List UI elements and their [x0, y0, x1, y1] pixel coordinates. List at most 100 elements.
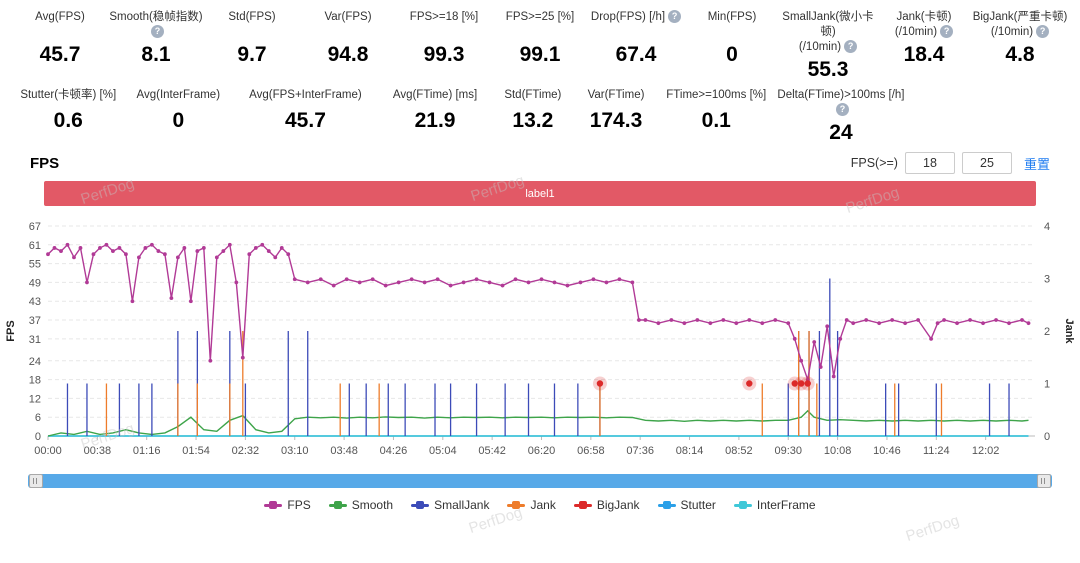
x-tick: 00:00: [34, 445, 62, 457]
scrollbar-track[interactable]: [28, 474, 1052, 488]
fps-threshold-input-1[interactable]: [904, 152, 955, 174]
stat-r2-cell-2: Avg(FPS+InterFrame) 45.7: [232, 88, 379, 145]
series-smooth: [47, 409, 1029, 437]
y-tick-left: 24: [29, 356, 41, 368]
legend-item-stutter[interactable]: Stutter: [657, 498, 716, 512]
legend-item-smooth[interactable]: Smooth: [328, 498, 394, 512]
x-tick: 02:32: [232, 445, 260, 457]
x-tick: 07:36: [626, 445, 654, 457]
stat-label: SmallJank(微小卡顿) (/10min)?: [782, 11, 874, 53]
x-tick: 00:38: [84, 445, 112, 457]
chart-legend: FPS Smooth SmallJank Jank BigJank Stutter Inte…: [0, 498, 1080, 512]
help-icon[interactable]: ?: [151, 25, 164, 38]
x-tick: 10:46: [873, 445, 901, 457]
legend-marker-icon: [328, 501, 347, 509]
stat-value: 45.7: [285, 109, 326, 132]
x-tick: 06:58: [577, 445, 605, 457]
stat-label: Drop(FPS) [/h]?: [588, 10, 684, 40]
legend-item-interframe[interactable]: InterFrame: [733, 498, 816, 512]
stat-value: 174.3: [589, 109, 643, 132]
banner-label: label1: [525, 187, 555, 200]
fps-section-bar: FPS FPS(>=) 重置: [0, 149, 1080, 177]
y-tick-left: 43: [29, 296, 41, 308]
y-tick-left: 67: [29, 221, 41, 233]
stat-label: Std(FPS): [228, 11, 276, 23]
stat-value: 45.7: [39, 43, 81, 66]
y-tick-left: 6: [35, 412, 41, 424]
legend-label: BigJank: [596, 498, 640, 512]
stat-label: Jank(卡顿) (/10min)?: [894, 11, 954, 38]
legend-label: FPS: [287, 498, 311, 512]
help-icon[interactable]: ?: [835, 103, 849, 116]
x-tick: 05:42: [478, 445, 506, 457]
series-bigjank: [592, 376, 815, 391]
stat-r2-cell-7: Delta(FTime)>100ms [/h]? 24: [775, 88, 907, 145]
x-tick: 01:16: [133, 445, 161, 457]
x-axis: 00:00 00:38 01:16 01:54 02:32 03:10 03:48 04:26…: [34, 436, 999, 457]
legend-marker-icon: [507, 501, 526, 509]
x-tick: 03:10: [281, 445, 309, 457]
stat-r1-cell-4: FPS>=18 [%] 99.3: [396, 10, 492, 82]
x-tick: 04:26: [380, 445, 408, 457]
stat-r1-cell-9: Jank(卡顿) (/10min)? 18.4: [876, 10, 972, 82]
x-tick: 08:52: [725, 445, 753, 457]
y-tick-right: 1: [1044, 379, 1050, 391]
stat-label: Stutter(卡顿率) [%]: [20, 89, 117, 101]
stats-row-2: Stutter(卡顿率) [%] 0.6 Avg(InterFrame) 0 Avg(F…: [0, 88, 919, 145]
x-tick: 06:20: [528, 445, 556, 457]
x-tick: 01:54: [182, 445, 210, 457]
scrollbar-handle-right[interactable]: [1037, 474, 1051, 488]
stat-r2-cell-3: Avg(FTime) [ms] 21.9: [379, 88, 491, 145]
stat-label: Delta(FTime)>100ms [/h]?: [777, 89, 905, 116]
stat-label: Smooth(稳帧指数)?: [109, 11, 203, 38]
stat-value: 55.3: [807, 58, 849, 81]
legend-item-jank[interactable]: Jank: [507, 498, 556, 512]
legend-item-bigjank[interactable]: BigJank: [573, 498, 640, 512]
stat-r2-cell-5: Var(FTime) 174.3: [574, 88, 657, 145]
stat-r2-cell-1: Avg(InterFrame) 0: [124, 88, 232, 145]
chart-scrollbar[interactable]: [28, 473, 1052, 489]
stat-value: 67.4: [615, 43, 657, 66]
stat-r1-cell-7: Min(FPS) 0: [684, 10, 780, 82]
x-tick: 05:04: [429, 445, 457, 457]
legend-label: Smooth: [351, 498, 394, 512]
stat-value: 18.4: [903, 43, 945, 66]
y-tick-right: 2: [1044, 326, 1050, 338]
fps-threshold-input-2[interactable]: [961, 152, 1012, 174]
y-tick-left: 55: [29, 259, 41, 271]
y-axis-title-left: FPS: [5, 320, 17, 341]
series-smalljank: [66, 278, 1010, 436]
help-icon[interactable]: ?: [668, 10, 682, 23]
help-icon[interactable]: ?: [1036, 25, 1050, 38]
legend-marker-icon: [411, 501, 430, 509]
stat-r2-cell-0: Stutter(卡顿率) [%] 0.6: [12, 88, 124, 145]
y-tick-left: 12: [29, 393, 41, 405]
series-jank: [105, 331, 943, 436]
legend-label: Stutter: [680, 498, 716, 512]
legend-marker-icon: [264, 501, 283, 509]
stat-label: Avg(InterFrame): [136, 89, 221, 101]
legend-item-smalljank[interactable]: SmallJank: [411, 498, 489, 512]
stat-label: FPS>=25 [%]: [505, 11, 575, 23]
legend-item-fps[interactable]: FPS: [264, 498, 311, 512]
reset-link[interactable]: 重置: [1023, 156, 1050, 172]
y-tick-left: 37: [29, 315, 41, 327]
stat-r1-cell-3: Var(FPS) 94.8: [300, 10, 396, 82]
stat-r1-cell-8: SmallJank(微小卡顿) (/10min)? 55.3: [780, 10, 876, 82]
help-icon[interactable]: ?: [844, 40, 858, 53]
help-icon[interactable]: ?: [940, 25, 954, 38]
stat-label: Avg(FPS+InterFrame): [249, 89, 362, 101]
stat-r1-cell-5: FPS>=25 [%] 99.1: [492, 10, 588, 82]
x-tick: 08:14: [676, 445, 704, 457]
scrollbar-handle-left[interactable]: [29, 474, 43, 488]
legend-marker-icon: [657, 501, 676, 509]
stat-label: FPS>=18 [%]: [409, 11, 479, 23]
stats-row-1: Avg(FPS) 45.7 Smooth(稳帧指数)? 8.1 Std(FPS) 9.7 V…: [0, 0, 1080, 82]
stat-r1-cell-2: Std(FPS) 9.7: [204, 10, 300, 82]
fps-section-title: FPS: [30, 154, 60, 172]
stat-label: Var(FPS): [324, 11, 372, 23]
stat-label: Var(FTime): [587, 89, 645, 101]
